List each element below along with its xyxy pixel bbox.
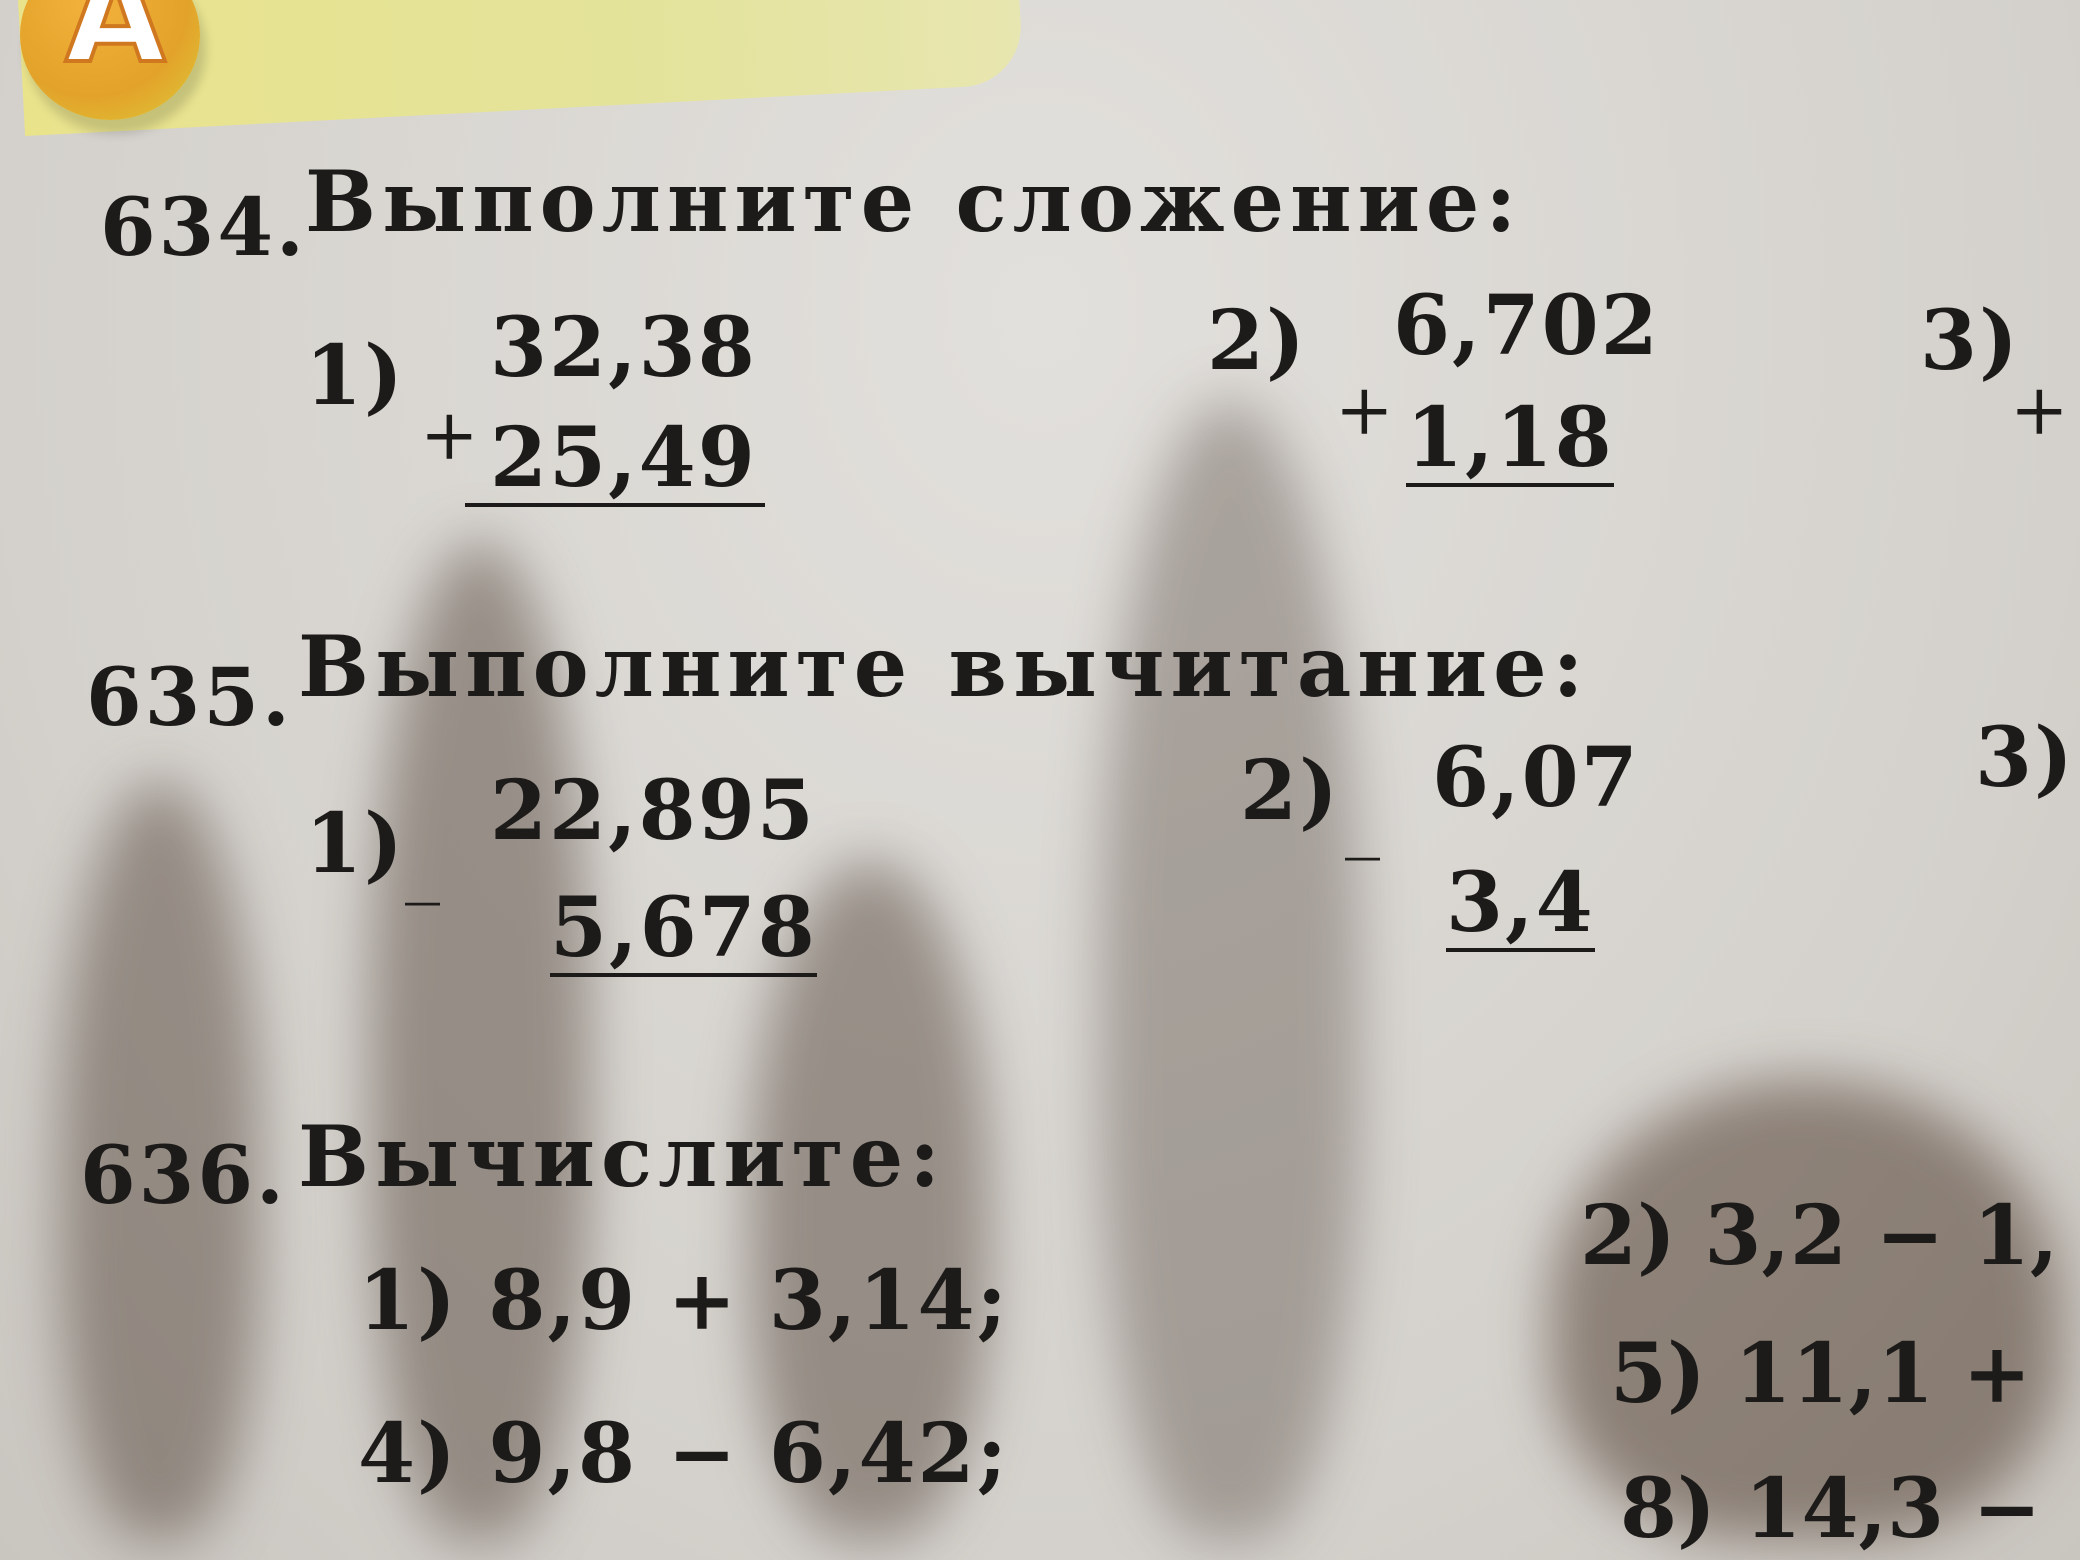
hand-shadow (1550, 1080, 2060, 1540)
exercise-number: 635. (86, 650, 293, 744)
addend-top: 32,38 (490, 300, 757, 396)
item-label: 2) (1240, 743, 1340, 839)
expression: 4) 9,8 − 6,42; (358, 1406, 1009, 1502)
plus-sign: + (1335, 369, 1397, 451)
minus-sign: _ (1345, 779, 1383, 861)
expression: 5) 11,1 + (1610, 1326, 2032, 1422)
minuend: 6,07 (1432, 730, 1640, 826)
addend-top: 6,702 (1393, 278, 1660, 374)
item-label: 3) (1920, 293, 2020, 389)
plus-sign: + (420, 394, 482, 476)
expression: 1) 8,9 + 3,14; (358, 1253, 1009, 1349)
minuend: 22,895 (490, 763, 816, 859)
item-label: 1) (305, 328, 405, 424)
addend-bottom: 1,18 (1406, 390, 1614, 487)
minus-sign: _ (405, 824, 443, 906)
plus-sign: + (2010, 369, 2072, 451)
badge-letter: A (63, 0, 168, 94)
finger-shadow (60, 780, 260, 1540)
finger-shadow (1100, 400, 1360, 1540)
item-label: 3) (1975, 710, 2075, 806)
addend-bottom: 25,49 (465, 417, 765, 507)
finger-shadow (370, 540, 590, 1540)
exercise-number: 634. (100, 180, 307, 274)
exercise-number: 636. (80, 1128, 287, 1222)
exercise-title: Выполните сложение: (305, 152, 1523, 251)
item-label: 2) (1207, 293, 1307, 389)
exercise-title: Выполните вычитание: (298, 617, 1590, 716)
expression: 8) 14,3 − (1620, 1461, 2042, 1557)
item-label: 1) (305, 796, 405, 892)
subtrahend: 5,678 (550, 880, 817, 977)
expression: 2) 3,2 − 1, (1580, 1188, 2059, 1284)
subtrahend: 3,4 (1446, 855, 1595, 952)
exercise-title: Вычислите: (298, 1107, 947, 1206)
